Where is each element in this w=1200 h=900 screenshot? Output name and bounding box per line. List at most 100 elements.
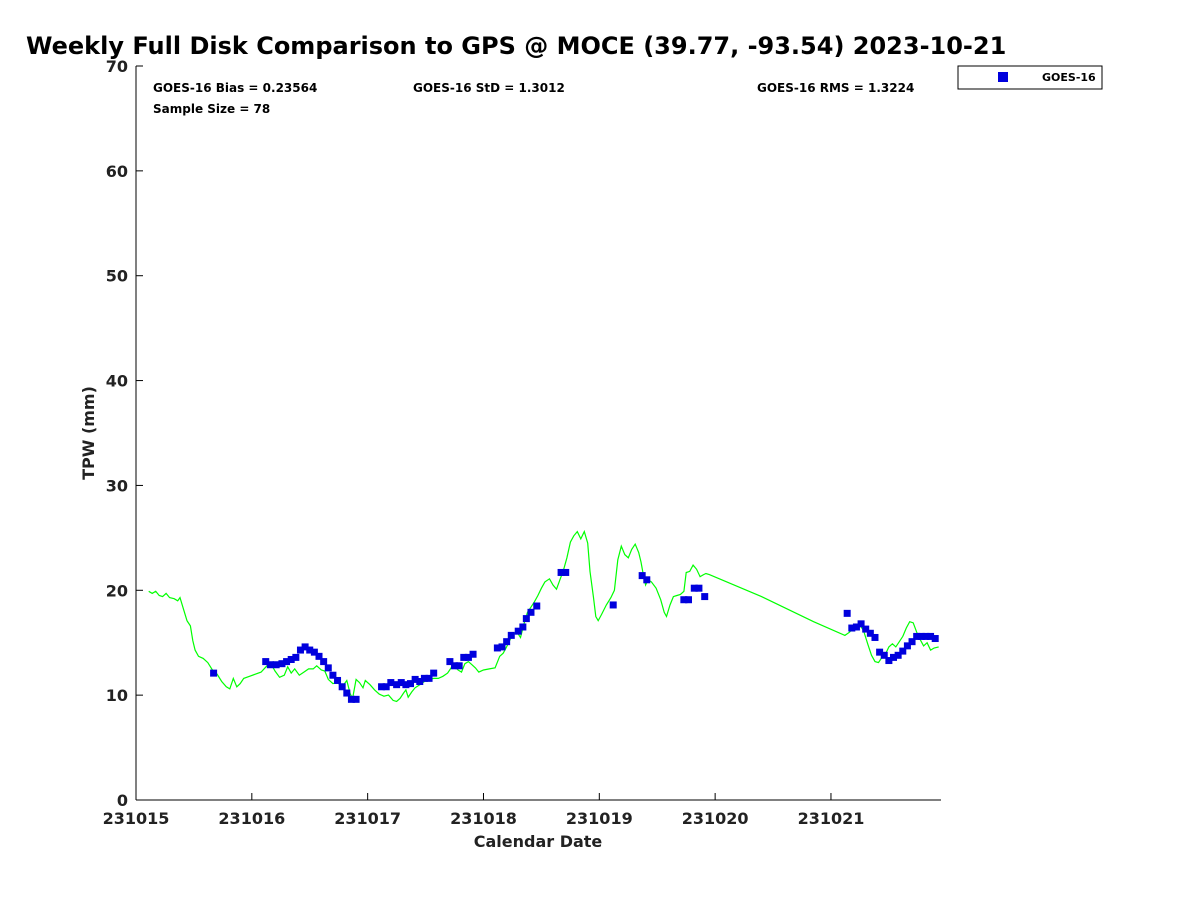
goes16-point xyxy=(522,615,530,623)
sample-size-stat: Sample Size = 78 xyxy=(153,102,270,116)
goes16-point xyxy=(899,647,907,655)
plot-area xyxy=(148,529,939,703)
goes16-point xyxy=(519,623,527,631)
goes16-point xyxy=(852,623,860,631)
y-axis-label: TPW (mm) xyxy=(79,386,98,480)
x-tick-label: 231016 xyxy=(218,809,285,828)
stats-block: GOES-16 Bias = 0.23564 GOES-16 StD = 1.3… xyxy=(153,81,914,116)
y-tick-label: 60 xyxy=(106,162,128,181)
goes16-point xyxy=(338,683,346,691)
goes16-point xyxy=(306,646,314,654)
goes16-point xyxy=(931,635,939,643)
goes16-point xyxy=(407,680,415,688)
goes16-point xyxy=(871,633,879,641)
goes16-point xyxy=(903,642,911,650)
goes16-point xyxy=(210,669,218,677)
goes16-point xyxy=(347,695,355,703)
goes16-point xyxy=(420,674,428,682)
x-tick-label: 231015 xyxy=(103,809,170,828)
goes16-point xyxy=(352,695,360,703)
y-tick-label: 30 xyxy=(106,476,128,495)
goes16-point xyxy=(643,576,651,584)
goes16-point xyxy=(527,608,535,616)
y-tick-label: 0 xyxy=(117,791,128,810)
goes16-point xyxy=(425,674,433,682)
goes16-point xyxy=(324,664,332,672)
goes16-point xyxy=(638,572,646,580)
goes16-point xyxy=(334,676,342,684)
goes16-point xyxy=(876,648,884,656)
goes16-point xyxy=(296,646,304,654)
goes16-point xyxy=(880,651,888,659)
x-tick-label: 231017 xyxy=(334,809,401,828)
goes16-point xyxy=(272,661,280,669)
goes16-point xyxy=(533,602,541,610)
goes16-point xyxy=(262,658,270,666)
goes16-point xyxy=(922,632,930,640)
goes16-point xyxy=(464,653,472,661)
goes16-point xyxy=(446,658,454,666)
goes16-point xyxy=(469,650,477,658)
goes16-point xyxy=(493,644,501,652)
y-tick-label: 10 xyxy=(106,686,128,705)
goes16-point xyxy=(890,653,898,661)
goes16-point xyxy=(885,657,893,665)
goes16-point xyxy=(460,653,468,661)
legend-marker xyxy=(998,72,1008,82)
goes16-point xyxy=(455,662,463,670)
goes16-point xyxy=(292,653,300,661)
std-stat: GOES-16 StD = 1.3012 xyxy=(413,81,565,95)
legend-box xyxy=(957,65,1103,90)
goes16-point xyxy=(283,658,291,666)
goes16-point xyxy=(894,651,902,659)
goes16-point xyxy=(609,601,617,609)
bias-stat: GOES-16 Bias = 0.23564 xyxy=(153,81,317,95)
goes16-point xyxy=(843,609,851,617)
legend: GOES-16 xyxy=(957,65,1103,90)
goes16-point xyxy=(387,679,395,687)
goes16-point xyxy=(695,584,703,592)
goes16-point xyxy=(507,631,515,639)
axes xyxy=(135,66,941,801)
y-tick-label: 40 xyxy=(106,372,128,391)
goes16-point xyxy=(684,596,692,604)
goes16-point xyxy=(557,568,565,576)
goes16-point xyxy=(310,648,318,656)
y-tick-label: 20 xyxy=(106,581,128,600)
goes16-point xyxy=(514,627,522,635)
goes16-point xyxy=(498,643,506,651)
goes16-point xyxy=(451,662,459,670)
x-tick-label: 231018 xyxy=(450,809,517,828)
chart-title: Weekly Full Disk Comparison to GPS @ MOC… xyxy=(26,32,1006,60)
x-axis-label: Calendar Date xyxy=(474,832,603,851)
goes16-point xyxy=(315,652,323,660)
goes16-point xyxy=(848,624,856,632)
goes16-point xyxy=(690,584,698,592)
goes16-point xyxy=(301,643,309,651)
goes16-point xyxy=(266,661,274,669)
goes16-point xyxy=(503,638,511,646)
x-tick-label: 231021 xyxy=(798,809,865,828)
goes16-point xyxy=(857,620,865,628)
goes16-point xyxy=(411,675,419,683)
goes16-point xyxy=(908,638,916,646)
ticks: 0 10 20 30 40 50 60 70 231015 231016 231017 231018 2… xyxy=(103,57,865,828)
goes16-point xyxy=(397,679,405,687)
goes16-point xyxy=(416,678,424,686)
goes16-point xyxy=(866,629,874,637)
rms-stat: GOES-16 RMS = 1.3224 xyxy=(757,81,914,95)
x-tick-label: 231020 xyxy=(682,809,749,828)
goes16-point xyxy=(927,632,935,640)
goes16-point xyxy=(382,683,390,691)
goes16-point xyxy=(402,681,410,689)
goes16-point xyxy=(329,671,337,679)
goes16-point xyxy=(913,632,921,640)
goes16-point xyxy=(680,596,688,604)
y-tick-label: 50 xyxy=(106,267,128,286)
goes16-point xyxy=(287,655,295,663)
goes16-point xyxy=(430,669,438,677)
goes16-point xyxy=(393,681,401,689)
x-tick-label: 231019 xyxy=(566,809,633,828)
legend-label: GOES-16 xyxy=(1042,71,1096,84)
